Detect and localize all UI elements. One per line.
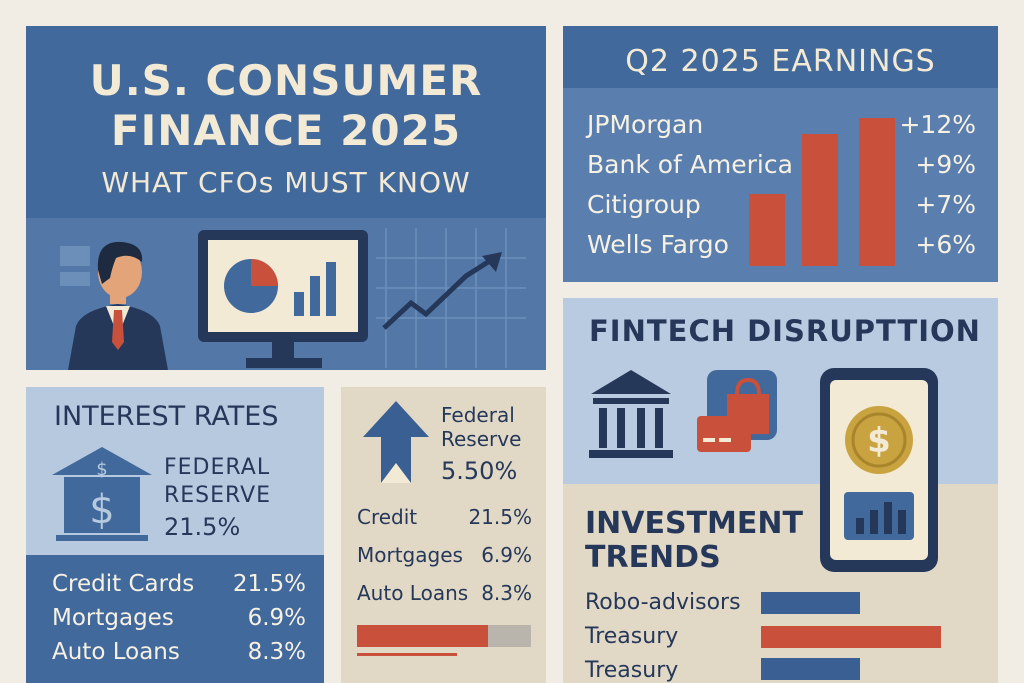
investment-bar [761,592,860,614]
investment-bar [761,658,860,680]
fed-reserve-value: 5.50% [441,457,518,485]
rates-list: Credit Cards 21.5% Mortgages 6.9% Auto L… [26,555,324,683]
hero-header [26,26,546,218]
rate-name: Credit Cards [52,571,195,597]
trend-up-arrow-icon [382,252,502,330]
mid-rate-name: Mortgages [357,543,463,567]
mid-rate-name: Credit [357,505,418,529]
earnings-name: Wells Fargo [587,230,729,259]
earnings-bars [749,118,895,266]
investment-title-line2: TRENDS [585,540,721,575]
earnings-name: Bank of America [587,150,793,179]
progress-track [357,625,531,647]
investment-label: Robo-advisors [585,590,741,615]
divider [357,653,457,656]
investment-label: Treasury [585,658,679,683]
bank-icon [589,370,673,458]
mid-rate-name: Auto Loans [357,581,469,605]
rate-name: Mortgages [52,605,174,631]
smartphone-icon: $ [820,368,938,572]
hero-panel: U.S. CONSUMER FINANCE 2025 WHAT CFOs MUS… [26,26,546,370]
doc-icon [60,246,90,286]
rate-name: Auto Loans [52,639,180,665]
earnings-value: +7% [915,190,976,219]
monitor-icon [198,230,368,368]
mid-rate-value: 21.5% [468,505,532,529]
fed-rate-value: 21.5% [164,513,241,541]
earnings-title: Q2 2025 EARNINGS [625,44,936,79]
fed-label-line1: FEDERAL [164,455,271,480]
federal-reserve-panel: Federal Reserve 5.50% Credit 21.5% Mortg… [341,387,546,683]
credit-card-icon [697,416,751,452]
investment-label: Treasury [585,624,679,649]
rate-value: 8.3% [247,639,306,665]
fintech-icons [589,370,777,458]
investment-title-line1: INVESTMENT [585,506,803,541]
earnings-bar [859,118,895,266]
earnings-bar [802,134,838,266]
interest-rates-title: INTEREST RATES [54,401,279,432]
earnings-value: +12% [899,110,976,139]
rate-value: 21.5% [232,571,306,597]
up-arrow-icon [363,401,429,483]
interest-rates-panel: INTEREST RATES $ $ FEDERAL RESERVE 21.5%… [26,387,324,683]
grid-background [376,228,526,368]
earnings-name: Citigroup [587,190,701,219]
hero-title-line2: FINANCE 2025 [110,106,462,155]
earnings-value: +6% [915,230,976,259]
cfo-illustration [60,228,526,370]
mid-rate-value: 6.9% [481,543,532,567]
mid-rate-value: 8.3% [481,581,532,605]
bank-dollar-icon: $ $ [52,447,152,541]
hero-illustration [26,218,546,370]
earnings-list: JPMorgan +12% Bank of America +9% Citigr… [563,88,998,282]
earnings-panel: Q2 2025 EARNINGS JPMorgan +12% Bank of A… [563,26,998,282]
svg-text:$: $ [89,487,114,533]
earnings-value: +9% [915,150,976,179]
fed-reserve-line2: Reserve [441,427,522,451]
investment-bar [761,626,941,648]
fed-label-line2: RESERVE [164,483,272,508]
hero-subtitle: WHAT CFOs MUST KNOW [101,166,471,199]
businessman-avatar [68,241,168,370]
dollar-coin-icon: $ [845,406,913,474]
progress-fill [357,625,488,647]
rate-value: 6.9% [247,605,306,631]
svg-text:$: $ [867,421,891,461]
svg-text:$: $ [96,459,107,480]
fed-reserve-line1: Federal [441,403,515,427]
fintech-title: FINTECH DISRUPTTION [589,314,981,348]
bar-chart-icon [844,492,914,540]
hero-title-line1: U.S. CONSUMER [89,56,483,105]
earnings-name: JPMorgan [587,110,704,139]
earnings-bar [749,194,785,266]
